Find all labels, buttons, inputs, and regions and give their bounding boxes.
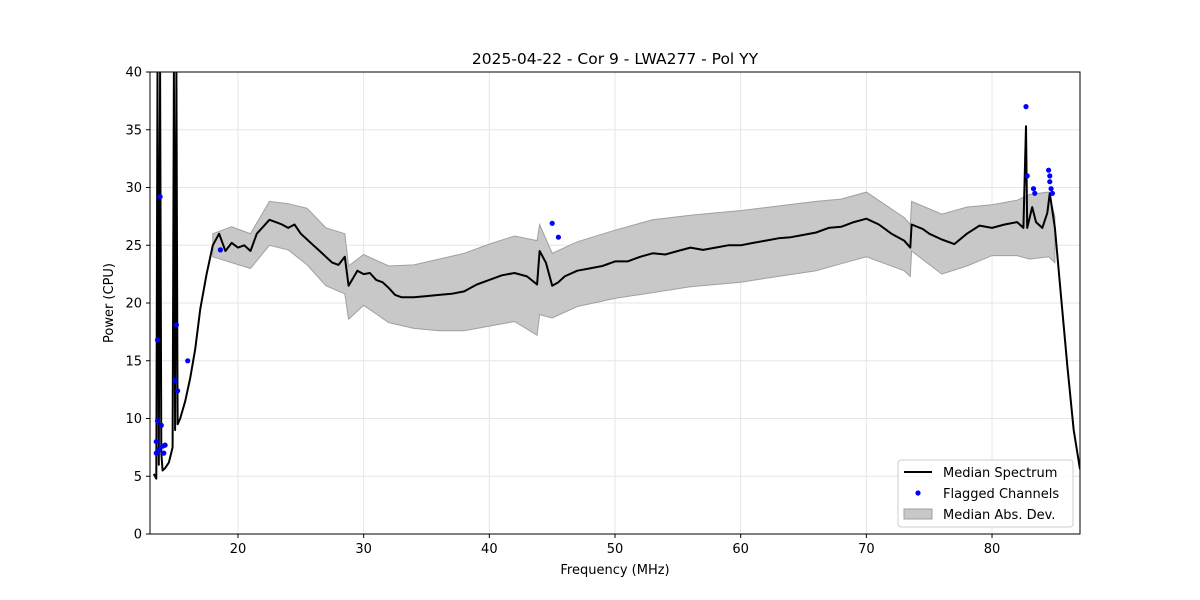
y-tick-label: 15: [125, 354, 142, 369]
flagged-channel-point: [549, 220, 555, 226]
median-line-layer: [152, 72, 1080, 480]
flagged-channel-point: [1049, 190, 1055, 196]
flagged-points-layer: [153, 104, 1055, 456]
flagged-channel-point: [153, 450, 159, 456]
y-axis-label: Power (CPU): [102, 263, 117, 343]
x-axis-label: Frequency (MHz): [560, 563, 669, 578]
median-spectrum-line: [152, 72, 1080, 480]
flagged-channel-point: [185, 358, 191, 364]
x-tick-label: 80: [984, 542, 1001, 557]
y-tick-label: 10: [125, 412, 142, 427]
x-tick-label: 70: [858, 542, 875, 557]
x-tick-label: 60: [732, 542, 749, 557]
flagged-channel-point: [175, 388, 181, 394]
flagged-channel-point: [172, 377, 178, 383]
legend-flagged-label: Flagged Channels: [943, 487, 1059, 502]
y-tick-label: 35: [125, 123, 142, 138]
x-tick-label: 40: [481, 542, 498, 557]
x-tick-label: 20: [230, 542, 247, 557]
legend-mad-label: Median Abs. Dev.: [943, 508, 1055, 523]
flagged-channel-point: [1046, 167, 1052, 173]
y-tick-label: 25: [125, 239, 142, 254]
mad-band: [212, 191, 1056, 337]
flagged-channel-point: [1024, 173, 1030, 179]
y-tick-label: 5: [134, 470, 142, 485]
flagged-channel-point: [1047, 173, 1053, 179]
flagged-channel-point: [154, 418, 161, 424]
x-tick-label: 30: [355, 542, 372, 557]
flagged-channel-point: [555, 234, 562, 240]
y-tick-label: 30: [125, 181, 142, 196]
legend-median-label: Median Spectrum: [943, 466, 1057, 481]
mad-band-layer: [212, 191, 1056, 337]
flagged-channel-point: [1047, 179, 1053, 185]
flagged-channel-point: [1030, 186, 1037, 192]
legend-flagged-swatch: [915, 490, 921, 496]
x-axis-ticks: 20 30 40 50 60 70 80: [230, 534, 1001, 557]
x-tick-label: 50: [607, 542, 624, 557]
flagged-channel-point: [154, 337, 161, 343]
y-tick-label: 0: [134, 528, 142, 543]
y-tick-label: 40: [125, 66, 142, 81]
flagged-channel-point: [158, 422, 164, 428]
legend-box: [897, 459, 1074, 528]
flagged-channel-point: [1048, 186, 1054, 192]
flagged-channel-point: [161, 450, 167, 456]
flagged-channel-point: [1032, 190, 1038, 196]
y-tick-label: 20: [125, 297, 142, 312]
chart-title: 2025-04-22 - Cor 9 - LWA277 - Pol YY: [472, 50, 759, 68]
flagged-channel-point: [162, 442, 168, 448]
flagged-channel-point: [1023, 104, 1029, 110]
flagged-channel-point: [173, 322, 179, 328]
flagged-channel-point: [217, 247, 223, 253]
flagged-channel-point: [153, 439, 159, 445]
legend: Median Spectrum Flagged Channels Median …: [897, 459, 1074, 528]
flagged-channel-point: [157, 194, 163, 200]
legend-mad-swatch: [903, 508, 933, 520]
y-axis-ticks: 0 5 10 15 20 25 30 35 40: [125, 66, 150, 543]
